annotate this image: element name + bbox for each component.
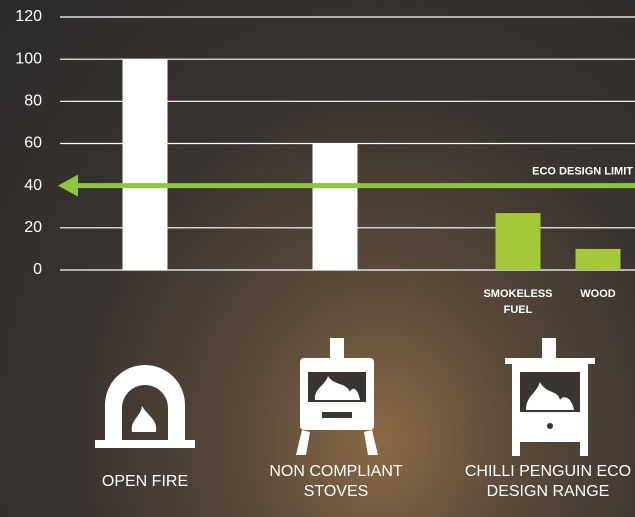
y-tick-label: 0: [33, 261, 42, 278]
open-fire-icon: [95, 365, 195, 448]
y-tick-label: 20: [24, 219, 42, 236]
bar: [123, 59, 168, 270]
bar: [496, 213, 541, 270]
page: 0 20 40 60 80 100 120 ECO DESIGN LIMIT SMOKELES…: [0, 0, 635, 517]
y-tick-label: 100: [15, 50, 42, 67]
bar: [313, 144, 358, 271]
bar: [576, 249, 621, 270]
bar-label: WOOD: [558, 286, 635, 302]
group-label: OPEN FIRE: [85, 472, 205, 492]
y-tick-label: 40: [24, 177, 42, 194]
chart: 0 20 40 60 80 100 120 ECO DESIGN LIMIT: [0, 0, 635, 517]
stove-icon: [296, 338, 378, 455]
group-label: CHILLI PENGUIN ECO DESIGN RANGE: [462, 462, 634, 502]
y-tick-label: 80: [24, 93, 42, 110]
y-tick-label: 60: [24, 135, 42, 152]
group-label: NON COMPLIANT STOVES: [256, 462, 416, 502]
y-tick-label: 120: [15, 8, 42, 25]
limit-label: ECO DESIGN LIMIT: [532, 166, 633, 178]
bar-label: SMOKELESS FUEL: [478, 286, 558, 318]
limit-arrow: [58, 175, 78, 197]
chilli-penguin-stove-icon: [505, 338, 595, 456]
